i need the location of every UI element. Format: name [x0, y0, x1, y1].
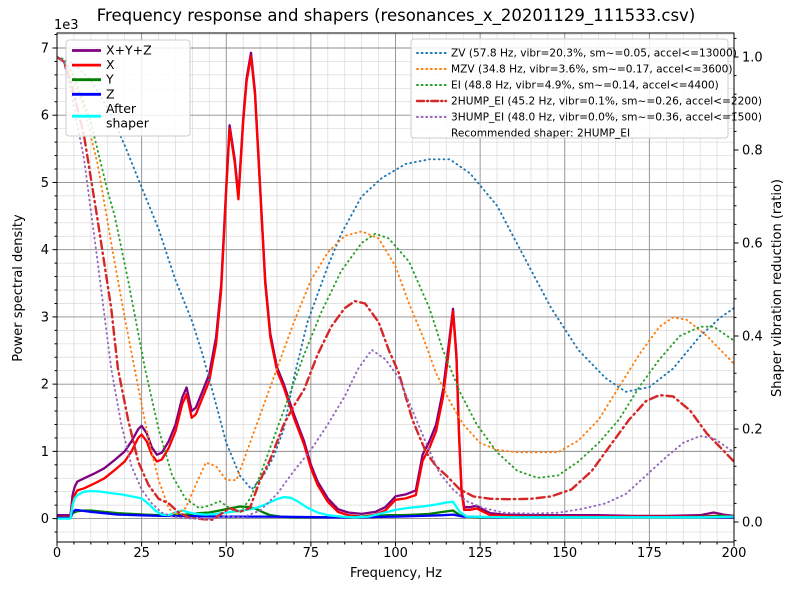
legend-label-x-y-z: X+Y+Z: [106, 43, 152, 58]
x-tick-label: 50: [218, 546, 235, 561]
series-line-after-shaper: [57, 489, 734, 520]
y-right-tick-label: 0.4: [742, 330, 763, 345]
x-tick-label: 175: [637, 546, 662, 561]
legend-label-ei: EI (48.8 Hz, vibr=4.9%, sm~=0.14, accel<…: [451, 80, 719, 92]
x-axis-label: Frequency, Hz: [350, 566, 442, 581]
y-right-tick-label: 0.0: [742, 516, 763, 531]
y-right-tick-label: 0.6: [742, 237, 763, 252]
series-line-z: [57, 508, 734, 520]
legend-label-3hump-ei: 3HUMP_EI (48.0 Hz, vibr=0.0%, sm~=0.36, …: [451, 112, 762, 124]
legend-label-mzv: MZV (34.8 Hz, vibr=3.6%, sm~=0.17, accel…: [451, 64, 733, 76]
x-tick-label: 25: [133, 546, 150, 561]
legend-item-mzv: MZV (34.8 Hz, vibr=3.6%, sm~=0.17, accel…: [416, 64, 733, 76]
legend-label-z: Z: [106, 86, 115, 101]
x-tick-label: 100: [383, 546, 408, 561]
series-line-ei: [57, 56, 734, 514]
x-tick-label: 200: [722, 546, 747, 561]
legend-item-y: Y: [72, 72, 114, 87]
y-left-tick-label: 1: [41, 445, 49, 460]
y-right-tick-label: 0.8: [742, 144, 763, 159]
x-tick-label: 150: [552, 546, 577, 561]
legend-item-z: Z: [72, 86, 115, 101]
legend-recommended-shaper: Recommended shaper: 2HUMP_EI: [451, 128, 630, 140]
y-left-tick-label: 6: [41, 109, 49, 124]
legend-item-zv: ZV (57.8 Hz, vibr=20.3%, sm~=0.05, accel…: [416, 48, 737, 60]
y-left-tick-label: 3: [41, 310, 49, 325]
x-tick-label: 0: [53, 546, 61, 561]
legend-label-after-shaper: shaper: [106, 116, 150, 131]
y-left-tick-label: 0: [41, 512, 49, 527]
legend-label-x: X: [106, 57, 115, 72]
x-tick-label: 125: [468, 546, 493, 561]
y-right-tick-label: 0.2: [742, 423, 763, 438]
legend-shapers-box: [410, 38, 729, 139]
y-left-tick-label: 5: [41, 176, 49, 191]
y-right-tick-label: 1.0: [742, 51, 763, 66]
legend-label-y: Y: [105, 72, 114, 87]
tick-marks: [52, 34, 739, 547]
series-layer: [57, 51, 734, 521]
legend-label-zv: ZV (57.8 Hz, vibr=20.3%, sm~=0.05, accel…: [451, 48, 737, 60]
y-axis-label-left: Power spectral density: [11, 214, 26, 362]
x-tick-label: 75: [303, 546, 320, 561]
y-axis-label-right: Shaper vibration reduction (ratio): [770, 179, 785, 397]
legend-shapers: ZV (57.8 Hz, vibr=20.3%, sm~=0.05, accel…: [410, 38, 762, 140]
y-left-tick-label: 7: [41, 41, 49, 56]
y-left-tick-label: 2: [41, 378, 49, 393]
legend-label-after-shaper: After: [106, 101, 137, 116]
legend-item-2hump-ei: 2HUMP_EI (45.2 Hz, vibr=0.1%, sm~=0.26, …: [415, 96, 762, 108]
series-line-mzv: [57, 56, 734, 516]
axes-layer: 0 25 50 75 100 125 150 175 200 0 1 2 3 4 5 6 7 0.0 0.2 0.4 0…: [41, 32, 763, 561]
series-line-2hump-ei: [57, 55, 734, 521]
chart-title: Frequency response and shapers (resonanc…: [97, 6, 696, 26]
y-axis-offset-label: 1e3: [54, 18, 79, 33]
legend-item-x-y-z: X+Y+Z: [72, 43, 152, 58]
legend-label-2hump-ei: 2HUMP_EI (45.2 Hz, vibr=0.1%, sm~=0.26, …: [451, 96, 762, 108]
tick-labels: 0 25 50 75 100 125 150 175 200 0 1 2 3 4 5 6 7 0.0 0.2 0.4 0…: [41, 41, 763, 561]
legend-item-ei: EI (48.8 Hz, vibr=4.9%, sm~=0.14, accel<…: [416, 80, 719, 92]
series-line-x: [57, 54, 734, 519]
legend-item-x: X: [72, 57, 115, 72]
legend-item-3hump-ei: 3HUMP_EI (48.0 Hz, vibr=0.0%, sm~=0.36, …: [416, 112, 762, 124]
series-line-zv: [57, 56, 734, 491]
y-left-tick-label: 4: [41, 243, 49, 258]
series-line-3hump-ei: [57, 56, 734, 521]
